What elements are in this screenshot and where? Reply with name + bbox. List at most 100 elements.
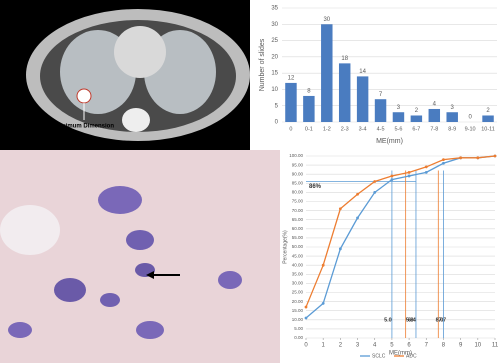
series-line <box>305 155 496 308</box>
data-label: 12 <box>288 75 295 81</box>
reference-label: 5.0 <box>384 317 392 323</box>
y-tick-label: 30 <box>271 22 278 28</box>
x-tick-label: 0 <box>289 126 292 132</box>
point <box>493 154 497 158</box>
data-label: 2 <box>486 108 490 114</box>
bar <box>303 95 315 122</box>
bar <box>410 115 423 122</box>
y-tick-label: 90.00 <box>292 171 304 176</box>
legend-label: SCLC <box>372 353 386 359</box>
y-tick-label: 25 <box>271 38 278 44</box>
series-line <box>305 155 496 319</box>
x-tick-label: 10-11 <box>481 126 495 132</box>
x-tick-label: 8-9 <box>448 126 456 132</box>
y-tick-label: 75.00 <box>292 199 304 204</box>
point <box>373 191 377 194</box>
point <box>321 263 325 267</box>
point <box>424 170 428 174</box>
y-tick-label: 40.00 <box>292 262 304 267</box>
y-tick-label: 50.00 <box>292 244 304 249</box>
x-tick-label: 2-3 <box>341 126 349 132</box>
bar <box>338 63 351 122</box>
point <box>390 174 394 178</box>
y-tick-label: 10 <box>271 87 278 93</box>
point <box>459 156 463 160</box>
point <box>356 216 359 220</box>
x-tick-label: 8 <box>442 343 446 349</box>
y-tick-label: 60.00 <box>292 226 304 231</box>
point <box>407 174 411 178</box>
data-label: 4 <box>433 102 437 108</box>
y-tick-label: 55.00 <box>292 235 304 240</box>
histology-image <box>0 150 280 363</box>
bar <box>482 115 494 122</box>
ct-image: Maximum Dimension <box>0 0 250 150</box>
x-tick-label: 5 <box>390 343 394 349</box>
y-tick-label: 95.00 <box>292 162 304 167</box>
point <box>338 207 342 211</box>
legend-label: ADC <box>406 353 417 359</box>
x-tick-label: 4 <box>373 343 377 349</box>
point <box>356 192 359 196</box>
y-tick-label: 10.00 <box>292 317 304 322</box>
data-label: 3 <box>397 105 401 111</box>
y-tick-label: 80.00 <box>292 190 304 195</box>
y-tick-label: 15 <box>271 71 278 77</box>
y-tick-label: 30.00 <box>292 281 304 286</box>
y-tick-label: 15.00 <box>292 308 304 313</box>
x-tick-label: 7-8 <box>430 126 438 132</box>
x-tick-label: 3-4 <box>359 126 367 132</box>
x-tick-label: 10 <box>474 343 481 349</box>
bar <box>285 82 297 122</box>
y-tick-label: 0 <box>275 120 279 126</box>
y-tick-label: 85.00 <box>292 180 304 185</box>
x-tick-label: 9 <box>459 343 463 349</box>
y-tick-label: 70.00 <box>292 208 304 213</box>
x-axis-label: ME(mm) <box>376 138 403 145</box>
y-axis-label: Percentage(%) <box>282 230 288 264</box>
point <box>476 156 480 160</box>
x-tick-label: 5-6 <box>394 126 402 132</box>
point <box>304 305 308 309</box>
y-tick-label: 100.00 <box>289 153 303 158</box>
data-label: 8 <box>307 89 311 95</box>
point <box>338 247 342 251</box>
data-label: 2 <box>415 108 419 114</box>
point <box>424 165 428 169</box>
x-tick-label: 2 <box>339 343 343 349</box>
x-tick-label: 0-1 <box>305 126 313 132</box>
x-tick-label: 9-10 <box>465 126 476 132</box>
bar <box>392 112 405 122</box>
reference-label: 5.8 <box>406 317 414 323</box>
plot-background <box>252 0 500 150</box>
x-tick-label: 3 <box>356 343 360 349</box>
data-label: 30 <box>323 17 330 23</box>
data-label: 7 <box>379 92 383 98</box>
reference-label: 8.0 <box>436 317 444 323</box>
y-tick-label: 25.00 <box>292 290 304 295</box>
bar <box>374 99 387 122</box>
data-label: 14 <box>359 69 366 75</box>
x-tick-label: 1 <box>322 343 326 349</box>
data-label: 18 <box>341 56 348 62</box>
reference-label: 7.7 <box>438 317 446 323</box>
y-tick-label: 45.00 <box>292 253 304 258</box>
x-tick-label: 0 <box>304 343 308 349</box>
x-tick-label: 6-7 <box>412 126 420 132</box>
point <box>390 178 394 182</box>
x-tick-label: 7 <box>425 343 429 349</box>
y-tick-label: 20 <box>271 54 278 60</box>
annotation-label: 86% <box>309 184 322 190</box>
bar <box>356 76 369 122</box>
x-tick-label: 11 <box>492 343 499 349</box>
y-tick-label: 35.00 <box>292 271 304 276</box>
x-tick-label: 4-5 <box>377 126 385 132</box>
bar <box>321 24 333 123</box>
y-tick-label: 5.00 <box>294 326 303 331</box>
y-tick-label: 0.00 <box>294 335 303 340</box>
x-tick-label: 1-2 <box>323 126 331 132</box>
y-tick-label: 35 <box>271 6 278 12</box>
point <box>373 180 377 183</box>
y-tick-label: 20.00 <box>292 299 304 304</box>
point <box>304 316 308 320</box>
